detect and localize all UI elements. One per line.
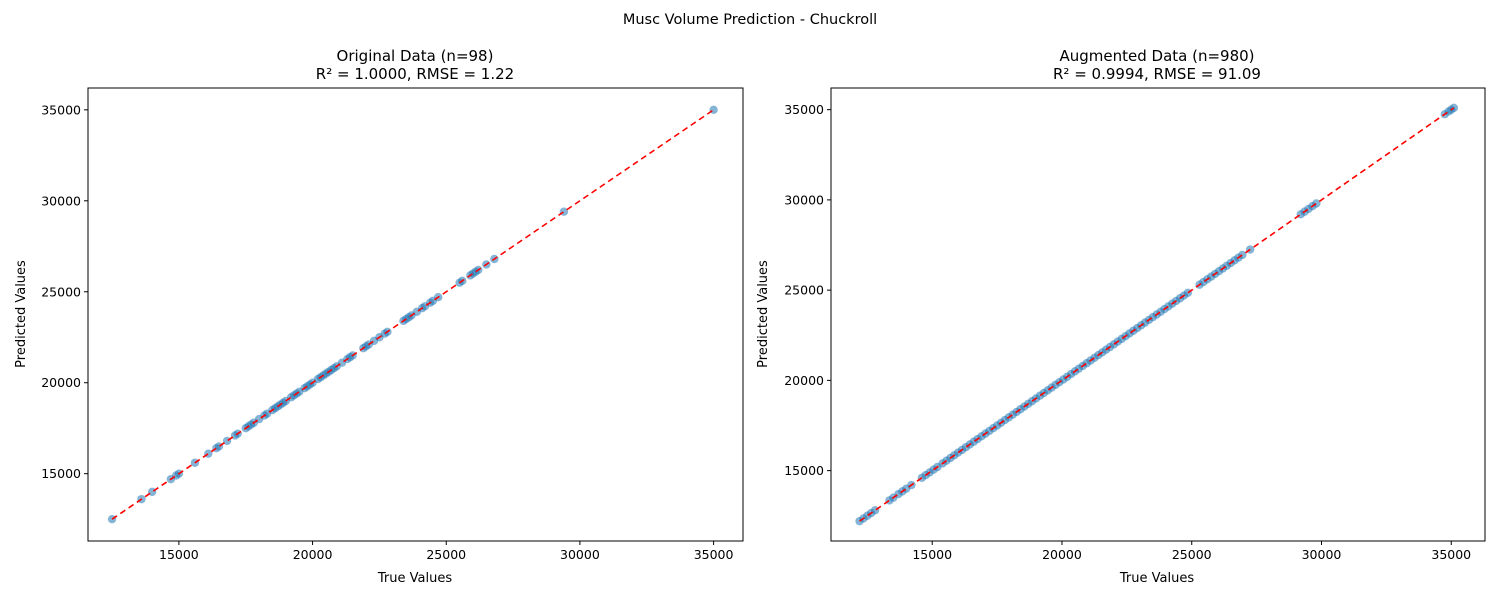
left-plot-subtitle: R² = 1.0000, RMSE = 1.22 xyxy=(316,65,514,83)
right-y-tick-label: 25000 xyxy=(784,283,824,298)
left-y-tick-label: 25000 xyxy=(41,284,81,299)
left-x-tick-label: 15000 xyxy=(159,547,199,562)
left-y-tick-label: 15000 xyxy=(41,466,81,481)
left-x-axis-label: True Values xyxy=(377,571,452,586)
right-scatter-panel: Augmented Data (n=980) R² = 0.9994, RMSE… xyxy=(756,47,1486,586)
left-y-tick-label: 30000 xyxy=(41,193,81,208)
left-x-tick-label: 25000 xyxy=(426,547,466,562)
right-x-tick-label: 20000 xyxy=(1042,547,1082,562)
right-plot-subtitle: R² = 0.9994, RMSE = 91.09 xyxy=(1053,65,1261,83)
right-y-axis-label: Predicted Values xyxy=(756,260,771,368)
right-plot-title: Augmented Data (n=980) xyxy=(1059,47,1254,65)
right-y-tick-label: 20000 xyxy=(784,373,824,388)
right-y-tick-label: 15000 xyxy=(784,463,824,478)
right-reference-line xyxy=(859,107,1455,522)
left-x-tick-label: 35000 xyxy=(694,547,734,562)
right-y-tick-label: 30000 xyxy=(784,192,824,207)
right-x-tick-label: 15000 xyxy=(912,547,952,562)
right-x-axis-label: True Values xyxy=(1119,571,1194,586)
left-y-tick-label: 35000 xyxy=(41,102,81,117)
right-x-tick-label: 35000 xyxy=(1431,547,1471,562)
right-x-tick-label: 30000 xyxy=(1302,547,1342,562)
left-reference-line xyxy=(111,109,715,520)
right-plot-frame xyxy=(830,87,1486,542)
left-plot-frame xyxy=(87,87,744,542)
left-y-tick-label: 20000 xyxy=(41,375,81,390)
left-scatter-panel: Original Data (n=98) R² = 1.0000, RMSE =… xyxy=(14,47,744,586)
left-y-axis-label: Predicted Values xyxy=(14,260,29,368)
figure-suptitle: Musc Volume Prediction - Chuckroll xyxy=(623,12,877,28)
right-y-tick-label: 35000 xyxy=(784,102,824,117)
left-plot-title: Original Data (n=98) xyxy=(337,47,494,65)
left-x-tick-label: 30000 xyxy=(560,547,600,562)
left-x-tick-label: 20000 xyxy=(293,547,333,562)
right-x-tick-label: 25000 xyxy=(1172,547,1212,562)
